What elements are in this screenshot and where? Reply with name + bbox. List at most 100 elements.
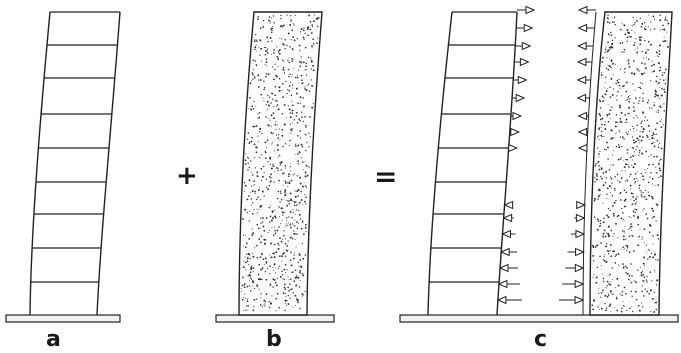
stipple-dot: [269, 158, 272, 160]
stipple-dot: [302, 97, 304, 99]
stipple-dot: [641, 22, 644, 25]
stipple-dot: [292, 122, 294, 124]
stipple-dot: [644, 169, 646, 171]
stipple-dot: [274, 216, 277, 219]
stipple-dot: [309, 57, 312, 59]
stipple-dot: [268, 16, 271, 18]
stipple-dot: [643, 228, 646, 231]
stipple-dot: [281, 59, 284, 61]
stipple-dot: [249, 82, 252, 85]
stipple-dot: [615, 82, 617, 85]
stipple-dot: [634, 211, 637, 214]
stipple-dot: [258, 288, 260, 290]
stipple-dot: [647, 181, 650, 184]
frame-force-arrow-head: [496, 295, 507, 305]
stipple-dot: [600, 177, 603, 180]
stipple-dot: [276, 100, 279, 102]
stipple-dot: [623, 232, 625, 234]
stipple-dot: [304, 175, 307, 178]
frame-force-arrow-head: [499, 247, 510, 257]
stipple-dot: [276, 104, 279, 106]
stipple-dot: [288, 175, 290, 177]
stipple-dot: [291, 271, 294, 274]
stipple-dot: [612, 235, 614, 237]
stipple-dot: [272, 286, 274, 288]
stipple-dot: [605, 46, 607, 48]
stipple-dot: [646, 244, 648, 246]
stipple-dot: [259, 205, 262, 208]
frame-a-right-column: [96, 11, 121, 316]
stipple-dot: [655, 284, 658, 286]
stipple-dot: [642, 57, 644, 59]
stipple-dot: [263, 242, 266, 245]
stipple-dot: [286, 249, 289, 252]
stipple-dot: [297, 134, 299, 137]
stipple-dot: [604, 93, 607, 96]
stipple-dot: [302, 295, 304, 296]
wall-force-arrow-head: [575, 247, 585, 257]
stipple-dot: [284, 299, 287, 302]
stipple-dot: [610, 292, 612, 294]
stipple-dot: [244, 163, 247, 165]
stipple-dot: [272, 217, 274, 220]
stipple-dot: [667, 22, 670, 25]
stipple-dot: [312, 102, 314, 104]
stipple-dot: [612, 164, 614, 166]
stipple-dot: [285, 80, 287, 83]
stipple-dot: [650, 29, 651, 31]
stipple-dot: [651, 71, 653, 73]
stipple-dot: [621, 145, 623, 148]
stipple-dot: [249, 257, 251, 260]
stipple-dot: [607, 17, 609, 20]
stipple-dot: [621, 136, 624, 139]
stipple-dot: [300, 157, 302, 159]
stipple-dot: [289, 112, 291, 114]
stipple-dot: [641, 50, 643, 53]
stipple-dot: [641, 270, 643, 273]
stipple-dot: [658, 69, 661, 72]
stipple-dot: [273, 21, 275, 24]
stipple-dot: [615, 114, 618, 116]
stipple-dot: [243, 260, 245, 262]
stipple-dot: [657, 184, 660, 186]
stipple-dot: [265, 293, 268, 295]
label-c: c: [534, 327, 547, 352]
stipple-dot: [249, 141, 251, 143]
stipple-dot: [601, 123, 603, 126]
stipple-dot: [273, 132, 275, 134]
stipple-dot: [633, 110, 635, 113]
stipple-dot: [244, 293, 246, 295]
stipple-dot: [617, 284, 620, 287]
stipple-dot: [632, 139, 635, 141]
stipple-dot: [309, 116, 311, 118]
stipple-dot: [649, 224, 652, 227]
stipple-dot: [245, 305, 248, 307]
stipple-dot: [300, 56, 302, 58]
stipple-dot: [256, 298, 258, 300]
stipple-dot: [248, 157, 250, 159]
stipple-dot: [308, 14, 311, 17]
stipple-dot: [659, 169, 662, 172]
stipple-dot: [287, 75, 290, 78]
stipple-dot: [616, 132, 617, 134]
stipple-dot: [263, 87, 266, 89]
stipple-dot: [277, 242, 280, 245]
stipple-dot: [298, 61, 301, 63]
stipple-dot: [653, 137, 655, 139]
stipple-dot: [651, 280, 653, 282]
stipple-dot: [292, 36, 295, 38]
stipple-dot: [291, 60, 294, 63]
stipple-dot: [614, 286, 616, 288]
stipple-dot: [256, 212, 258, 214]
stipple-dot: [241, 284, 244, 287]
stipple-dot: [282, 24, 285, 27]
stipple-dot: [634, 109, 636, 111]
stipple-dot: [607, 104, 609, 106]
stipple-dot: [666, 40, 668, 42]
stipple-dot: [275, 128, 277, 131]
stipple-dot: [288, 216, 290, 218]
stipple-dot: [260, 217, 262, 219]
stipple-dot: [658, 50, 661, 52]
stipple-dot: [291, 130, 293, 132]
stipple-dot: [304, 185, 307, 187]
